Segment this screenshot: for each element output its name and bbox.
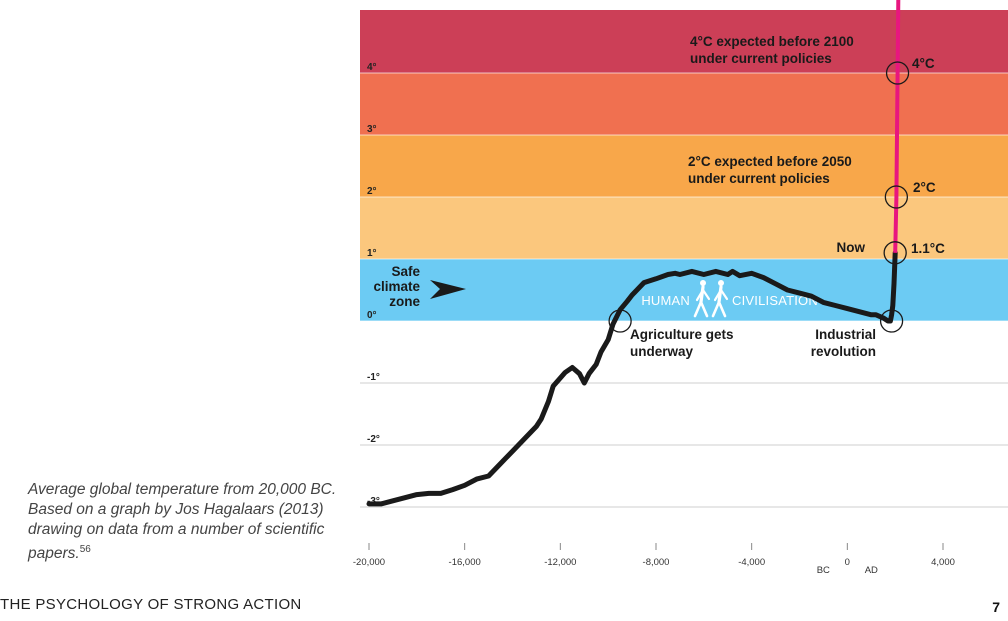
- footer-title: THE PSYCHOLOGY OF STRONG ACTION: [0, 596, 302, 613]
- band-0: [360, 259, 1008, 321]
- annotation-text: Now: [837, 240, 866, 255]
- x-tick-label: 4,000: [931, 557, 955, 568]
- annotation-text-line: 2°C expected before 2050: [688, 154, 852, 169]
- caption-ref: 56: [79, 544, 91, 555]
- annotation-text-line: Industrial: [815, 327, 876, 342]
- page-number: 7: [992, 599, 1000, 615]
- historical-temperature-line: [366, 250, 898, 507]
- safe-zone-arrow-icon: [430, 280, 466, 299]
- y-tick-label: 2°: [367, 186, 377, 197]
- annotation-text-line: under current policies: [688, 171, 830, 186]
- y-tick-label: 3°: [367, 124, 377, 135]
- x-tick-label: -8,000: [643, 557, 670, 568]
- x-tick-label: -20,000: [353, 557, 385, 568]
- annotation-value-label: 4°C: [912, 56, 935, 71]
- annotation-text-line: Agriculture gets: [630, 327, 734, 342]
- y-tick-label: 1°: [367, 248, 377, 259]
- era-label-ad: AD: [865, 565, 878, 576]
- figure-caption: Average global temperature from 20,000 B…: [28, 480, 348, 564]
- x-tick-label: 0: [845, 557, 850, 568]
- y-tick-label: -2°: [367, 434, 380, 445]
- era-label-bc: BC: [817, 565, 830, 576]
- safe-zone-label-line: zone: [389, 294, 420, 309]
- annotation-text-line: 4°C expected before 2100: [690, 34, 854, 49]
- band-4: [360, 10, 1008, 73]
- safe-zone-label: Safe climate zone: [373, 264, 420, 309]
- gridlines: [360, 72, 1008, 508]
- annotation-value-label: 2°C: [913, 180, 936, 195]
- x-axis: -20,000 -16,000 -12,000 -8,000 -4,000 0 4,000 B…: [353, 543, 955, 576]
- y-tick-label: -1°: [367, 372, 380, 383]
- annotations: 4°C expected before 2100 under current po…: [608, 34, 945, 359]
- y-tick-label: 4°: [367, 62, 377, 73]
- civilisation-civ-text: CIVILISATION: [732, 293, 818, 308]
- annotation-text-line: Now: [837, 240, 866, 255]
- human-civilisation-label: HUMAN CIVILISATION: [641, 280, 818, 318]
- annotation-text-line: under current policies: [690, 51, 832, 66]
- civilisation-human-text: HUMAN: [641, 293, 690, 308]
- annotation-marker: [885, 61, 910, 85]
- annotation-text-line: revolution: [811, 344, 876, 359]
- annotation-text: 4°C expected before 2100 under current po…: [690, 34, 854, 66]
- walking-people-icon: [693, 280, 729, 318]
- annotation-value-label: 1.1°C: [911, 241, 945, 256]
- annotation-text-line: underway: [630, 344, 694, 359]
- band-2: [360, 135, 1008, 197]
- safe-zone-label-line: climate: [373, 279, 420, 294]
- x-tick-label: -12,000: [544, 557, 576, 568]
- annotation-marker: [884, 185, 909, 209]
- annotation-text: 2°C expected before 2050 under current po…: [688, 154, 852, 186]
- y-tick-label: 0°: [367, 310, 377, 321]
- annotation-text: Agriculture gets underway: [630, 327, 734, 359]
- caption-text: Average global temperature from 20,000 B…: [28, 481, 337, 563]
- projection-line: [893, 0, 901, 253]
- x-tick-label: -4,000: [738, 557, 765, 568]
- annotation-marker: [608, 309, 632, 333]
- annotation-text: Industrial revolution: [811, 327, 876, 359]
- safe-zone-label-line: Safe: [391, 264, 420, 279]
- x-tick-label: -16,000: [449, 557, 481, 568]
- band-3: [360, 73, 1008, 135]
- annotation-marker: [879, 309, 904, 333]
- annotation-marker: [883, 241, 907, 265]
